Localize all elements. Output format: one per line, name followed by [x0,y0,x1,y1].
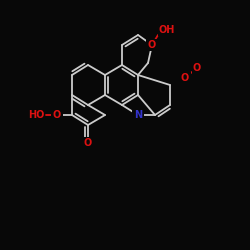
Text: O: O [148,40,156,50]
Text: N: N [134,110,142,120]
Text: O: O [84,138,92,148]
Text: O: O [193,63,201,73]
Text: O: O [181,73,189,83]
Text: O: O [53,110,61,120]
Text: OH: OH [159,25,175,35]
Text: HO: HO [28,110,44,120]
